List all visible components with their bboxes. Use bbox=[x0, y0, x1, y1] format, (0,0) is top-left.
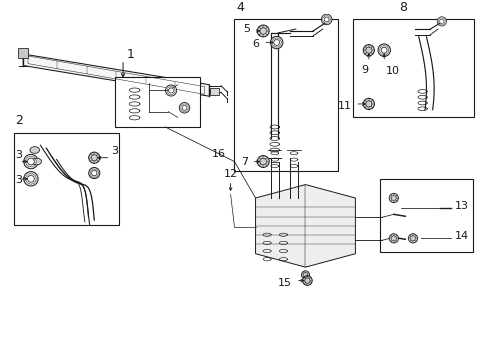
Circle shape bbox=[257, 25, 269, 37]
Circle shape bbox=[389, 193, 398, 203]
Text: 8: 8 bbox=[399, 1, 408, 14]
Circle shape bbox=[92, 170, 97, 176]
Text: 3: 3 bbox=[16, 175, 23, 185]
Text: 6: 6 bbox=[252, 39, 259, 49]
Circle shape bbox=[27, 158, 34, 165]
Circle shape bbox=[27, 175, 34, 182]
Text: 2: 2 bbox=[16, 114, 24, 127]
Circle shape bbox=[363, 98, 374, 109]
Circle shape bbox=[179, 103, 190, 113]
Text: 3: 3 bbox=[112, 146, 119, 156]
Bar bbox=[210, 87, 219, 95]
Text: 10: 10 bbox=[386, 66, 400, 76]
Circle shape bbox=[363, 45, 374, 56]
Circle shape bbox=[257, 156, 269, 167]
Bar bbox=[19, 48, 28, 58]
Text: 12: 12 bbox=[223, 169, 238, 179]
Circle shape bbox=[89, 152, 100, 163]
Circle shape bbox=[166, 85, 177, 96]
Ellipse shape bbox=[30, 147, 40, 153]
Text: 9: 9 bbox=[362, 64, 368, 75]
Text: 4: 4 bbox=[236, 1, 244, 14]
Circle shape bbox=[440, 19, 444, 23]
Circle shape bbox=[301, 271, 310, 279]
Ellipse shape bbox=[32, 158, 42, 165]
Bar bbox=[353, 19, 474, 117]
Circle shape bbox=[408, 234, 417, 243]
Polygon shape bbox=[23, 54, 210, 96]
Text: 15: 15 bbox=[278, 278, 292, 288]
Circle shape bbox=[437, 17, 446, 26]
Circle shape bbox=[303, 276, 312, 285]
Text: 3: 3 bbox=[16, 150, 23, 159]
Circle shape bbox=[321, 14, 332, 25]
Bar bbox=[380, 179, 472, 252]
Circle shape bbox=[270, 36, 283, 49]
Circle shape bbox=[274, 40, 280, 45]
Text: 14: 14 bbox=[455, 231, 469, 242]
Text: 7: 7 bbox=[241, 157, 248, 167]
Text: 5: 5 bbox=[243, 24, 250, 34]
Polygon shape bbox=[256, 185, 355, 267]
Circle shape bbox=[169, 88, 173, 93]
Circle shape bbox=[89, 167, 100, 179]
Circle shape bbox=[24, 154, 38, 169]
Circle shape bbox=[381, 47, 387, 53]
Text: 11: 11 bbox=[338, 101, 351, 111]
Bar bbox=[234, 19, 338, 171]
Circle shape bbox=[378, 44, 391, 57]
Text: 1: 1 bbox=[127, 48, 135, 60]
Circle shape bbox=[389, 234, 398, 243]
Text: 16: 16 bbox=[212, 149, 226, 159]
Text: 13: 13 bbox=[455, 201, 469, 211]
Circle shape bbox=[24, 172, 38, 186]
Bar bbox=[116, 77, 200, 127]
Bar bbox=[14, 133, 119, 225]
Circle shape bbox=[182, 105, 187, 110]
Circle shape bbox=[324, 17, 329, 22]
